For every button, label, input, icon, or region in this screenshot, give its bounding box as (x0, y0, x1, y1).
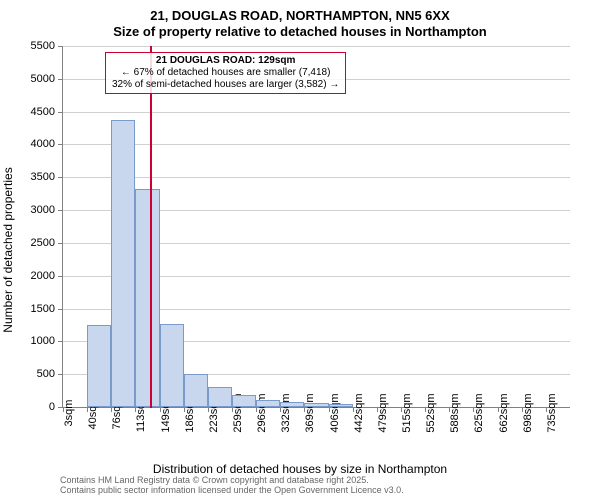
y-tick (58, 276, 63, 277)
chart-title-main: 21, DOUGLAS ROAD, NORTHAMPTON, NN5 6XX (0, 8, 600, 23)
x-tick-label: 442sqm (353, 393, 365, 432)
x-tick-label: 369sqm (304, 393, 316, 432)
y-tick-label: 5000 (31, 73, 55, 85)
gridline (63, 46, 570, 47)
y-tick-label: 2000 (31, 270, 55, 282)
y-tick-label: 5500 (31, 40, 55, 52)
y-tick (58, 177, 63, 178)
y-tick-label: 500 (37, 368, 55, 380)
y-tick (58, 79, 63, 80)
histogram-bar (232, 395, 256, 407)
annotation-line3: 32% of semi-detached houses are larger (… (112, 79, 339, 91)
y-tick (58, 341, 63, 342)
chart-container: 21, DOUGLAS ROAD, NORTHAMPTON, NN5 6XX S… (0, 0, 600, 500)
histogram-bar (160, 324, 184, 407)
y-tick-label: 0 (49, 401, 55, 413)
x-tick-label: 3sqm (63, 400, 75, 427)
histogram-bar (256, 400, 280, 407)
x-tick-label: 662sqm (498, 393, 510, 432)
chart-title-sub: Size of property relative to detached ho… (0, 24, 600, 39)
histogram-bar (329, 404, 353, 407)
y-axis-label: Number of detached properties (1, 167, 15, 332)
histogram-bar (304, 403, 328, 407)
y-tick-label: 3000 (31, 204, 55, 216)
annotation-line1: 21 DOUGLAS ROAD: 129sqm (112, 55, 339, 67)
gridline (63, 144, 570, 145)
chart-footer: Contains HM Land Registry data © Crown c… (60, 476, 404, 496)
y-tick-label: 4500 (31, 106, 55, 118)
gridline (63, 177, 570, 178)
property-marker-line (150, 46, 152, 408)
annotation-line2: ← 67% of detached houses are smaller (7,… (112, 67, 339, 79)
histogram-bar (111, 120, 135, 407)
plot-area: 0500100015002000250030003500400045005000… (62, 46, 570, 408)
y-tick-label: 2500 (31, 237, 55, 249)
x-tick-label: 552sqm (425, 393, 437, 432)
histogram-bar (87, 325, 111, 407)
histogram-bar (208, 387, 232, 407)
x-tick-label: 698sqm (522, 393, 534, 432)
histogram-bar (135, 189, 159, 407)
y-tick (58, 309, 63, 310)
histogram-bar (280, 402, 304, 407)
y-tick-label: 1500 (31, 303, 55, 315)
y-tick-label: 4000 (31, 138, 55, 150)
x-tick-label: 332sqm (280, 393, 292, 432)
x-tick-label: 625sqm (473, 393, 485, 432)
y-tick-label: 3500 (31, 171, 55, 183)
x-tick-label: 406sqm (329, 393, 341, 432)
x-tick-label: 515sqm (401, 393, 413, 432)
x-tick-label: 735sqm (546, 393, 558, 432)
gridline (63, 112, 570, 113)
y-tick (58, 374, 63, 375)
y-tick-label: 1000 (31, 335, 55, 347)
x-tick-label: 296sqm (256, 393, 268, 432)
y-tick (58, 46, 63, 47)
y-tick (58, 210, 63, 211)
y-tick (58, 144, 63, 145)
x-tick-label: 479sqm (377, 393, 389, 432)
histogram-bar (184, 374, 208, 407)
y-tick (58, 243, 63, 244)
marker-annotation: 21 DOUGLAS ROAD: 129sqm ← 67% of detache… (105, 52, 346, 94)
x-axis-label: Distribution of detached houses by size … (0, 462, 600, 476)
x-tick-label: 588sqm (449, 393, 461, 432)
y-tick (58, 112, 63, 113)
footer-line2: Contains public sector information licen… (60, 486, 404, 496)
